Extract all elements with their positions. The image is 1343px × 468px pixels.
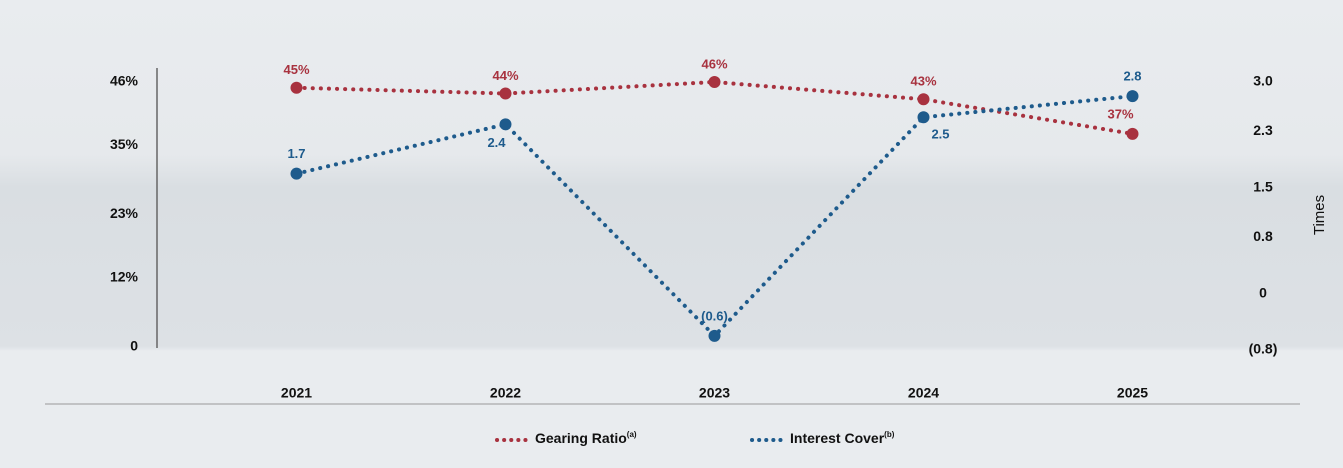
- x-tick-label: 2023: [699, 385, 730, 401]
- y2-axis-label: Times: [1311, 195, 1328, 235]
- y-tick-label: 0: [130, 338, 138, 354]
- point: [708, 76, 721, 88]
- legend-name: Gearing Ratio: [535, 430, 627, 446]
- legend-name: Interest Cover: [790, 430, 885, 446]
- point: [499, 118, 512, 131]
- x-tick-label: 2025: [1117, 385, 1148, 401]
- legend-footnote: (a): [627, 430, 637, 439]
- point: [290, 81, 303, 94]
- data-label: 2.4: [487, 135, 506, 150]
- point: [1126, 90, 1139, 103]
- y2-tick-label: 1.5: [1253, 178, 1273, 194]
- y-tick-label: 23%: [110, 205, 139, 221]
- legend-footnote: (b): [884, 430, 895, 439]
- y-tick-label: 35%: [110, 136, 139, 152]
- point: [499, 87, 512, 100]
- data-label: 43%: [910, 74, 936, 89]
- data-label: 45%: [283, 62, 309, 77]
- y2-tick-label: 2.3: [1253, 122, 1273, 138]
- y2-tick-label: (0.8): [1249, 341, 1278, 357]
- y-tick-label: 12%: [110, 269, 139, 285]
- y2-tick-label: 0: [1259, 284, 1267, 300]
- point: [1126, 127, 1139, 140]
- legend-label: Gearing Ratio(a): [535, 430, 637, 446]
- point: [708, 329, 721, 342]
- data-label: (0.6): [701, 308, 728, 323]
- point: [917, 93, 930, 106]
- x-tick-label: 2022: [490, 385, 521, 401]
- y2-tick-label: 0.8: [1253, 228, 1273, 244]
- data-label: 46%: [701, 56, 727, 71]
- data-label: 37%: [1107, 106, 1133, 121]
- data-label: 44%: [492, 68, 518, 83]
- y2-tick-label: 3.0: [1253, 73, 1273, 89]
- data-label: 2.5: [931, 127, 949, 142]
- data-label: 1.7: [287, 146, 305, 161]
- point: [917, 111, 930, 124]
- x-tick-label: 2024: [908, 385, 939, 401]
- x-tick-label: 2021: [281, 385, 312, 401]
- legend-label: Interest Cover(b): [790, 430, 895, 446]
- y-tick-label: 46%: [110, 73, 139, 89]
- point: [290, 167, 303, 180]
- line: [294, 79, 1135, 136]
- data-label: 2.8: [1123, 69, 1141, 84]
